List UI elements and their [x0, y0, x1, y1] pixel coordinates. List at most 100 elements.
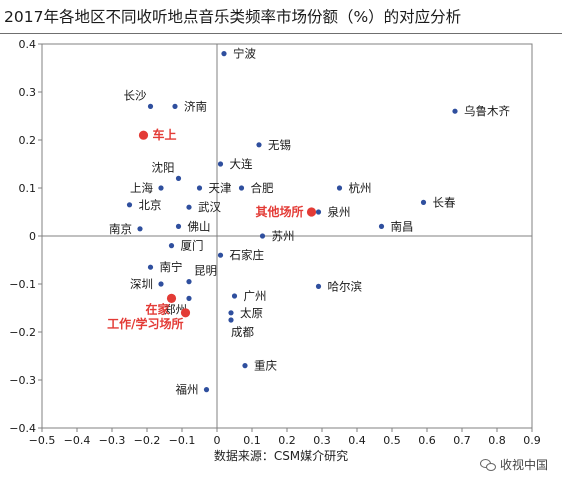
y-tick-label: 0.2 [19, 134, 37, 147]
city-label: 无锡 [268, 138, 291, 152]
y-tick-label: 0.3 [19, 86, 37, 99]
city-point [203, 387, 210, 393]
city-label: 广州 [244, 289, 267, 303]
city-point [378, 223, 385, 229]
city-point [158, 185, 164, 191]
city-point [256, 142, 262, 148]
y-tick-label: −0.2 [9, 326, 36, 339]
location-label: 车上 [153, 127, 177, 142]
x-tick-label: 0 [214, 434, 221, 447]
city-label: 杭州 [349, 181, 372, 195]
wechat-icon [479, 458, 496, 471]
x-tick-label: −0.3 [99, 434, 126, 447]
city-label: 哈尔滨 [328, 279, 363, 293]
x-tick-label: 0.4 [348, 434, 366, 447]
city-label: 昆明 [194, 264, 217, 278]
x-tick-label: 0.6 [418, 434, 436, 447]
city-label: 深圳 [130, 277, 153, 291]
location-point [180, 308, 191, 318]
city-label: 武汉 [198, 200, 221, 214]
city-point [186, 204, 192, 210]
watermark: 收视中国 [479, 456, 548, 473]
city-label: 沈阳 [152, 160, 175, 174]
location-label: 其他场所 [255, 204, 303, 219]
x-tick-label: 0.8 [488, 434, 506, 447]
city-label: 成都 [231, 325, 254, 339]
x-tick-label: 0.9 [523, 434, 541, 447]
city-point [172, 103, 178, 109]
city-point [147, 103, 154, 109]
title-divider [0, 33, 562, 34]
city-label: 重庆 [254, 359, 277, 373]
city-point [217, 252, 224, 258]
x-tick-label: 0.1 [243, 434, 261, 447]
city-label: 佛山 [188, 219, 211, 233]
city-label: 长沙 [124, 88, 147, 102]
city-point [228, 317, 234, 323]
city-label: 石家庄 [230, 248, 265, 262]
y-tick-label: 0.4 [19, 38, 37, 51]
city-label: 北京 [139, 198, 162, 212]
city-point [336, 185, 343, 191]
chart-title: 2017年各地区不同收听地点音乐类频率市场份额（%）的对应分析 [4, 8, 462, 26]
city-point [175, 223, 182, 229]
city-label: 南京 [109, 222, 132, 236]
city-label: 天津 [209, 181, 232, 195]
city-label: 福州 [176, 383, 199, 397]
city-label: 长春 [433, 195, 456, 209]
x-tick-label: −0.2 [134, 434, 161, 447]
city-label: 宁波 [233, 47, 256, 61]
city-point [158, 281, 164, 287]
city-point [175, 175, 182, 181]
x-tick-label: −0.5 [29, 434, 56, 447]
city-label: 大连 [230, 157, 253, 171]
city-label: 太原 [240, 306, 263, 320]
y-tick-label: 0 [29, 230, 36, 243]
city-label: 济南 [184, 99, 207, 113]
data-source: 数据来源：CSM媒介研究 [213, 449, 349, 463]
x-tick-label: 0.7 [453, 434, 471, 447]
y-tick-label: −0.3 [9, 374, 36, 387]
location-point [166, 293, 177, 303]
city-point [217, 161, 224, 167]
city-label: 南昌 [391, 219, 414, 233]
city-point [168, 243, 175, 249]
location-point [138, 130, 149, 140]
city-point [221, 51, 227, 57]
city-point [186, 295, 192, 301]
city-point [452, 108, 458, 114]
city-label: 合肥 [251, 181, 274, 195]
city-point [231, 293, 238, 299]
city-point [242, 363, 248, 369]
city-point [126, 202, 133, 208]
city-label: 厦门 [181, 239, 204, 253]
city-point [238, 185, 245, 191]
y-tick-label: −0.4 [9, 422, 36, 435]
x-tick-label: 0.5 [383, 434, 401, 447]
x-tick-label: 0.3 [313, 434, 331, 447]
city-point [137, 226, 143, 232]
location-label: 工作/学习场所 [107, 316, 183, 331]
y-tick-label: 0.1 [19, 182, 37, 195]
city-point [315, 283, 322, 289]
city-label: 南宁 [160, 260, 183, 274]
y-tick-label: −0.1 [9, 278, 36, 291]
location-point [306, 207, 317, 217]
city-label: 苏州 [272, 229, 295, 243]
city-point [259, 233, 266, 239]
city-point [186, 279, 192, 285]
location-label: 在家 [145, 301, 170, 316]
city-point [196, 185, 203, 191]
city-point [147, 264, 154, 270]
city-point [228, 310, 234, 316]
city-point [420, 199, 427, 205]
x-tick-label: −0.4 [64, 434, 91, 447]
city-point [315, 209, 322, 215]
city-label: 乌鲁木齐 [464, 104, 510, 118]
city-label: 泉州 [328, 205, 351, 219]
watermark-text: 收视中国 [499, 458, 548, 472]
city-label: 上海 [130, 181, 153, 195]
x-tick-label: −0.1 [169, 434, 196, 447]
x-tick-label: 0.2 [278, 434, 296, 447]
